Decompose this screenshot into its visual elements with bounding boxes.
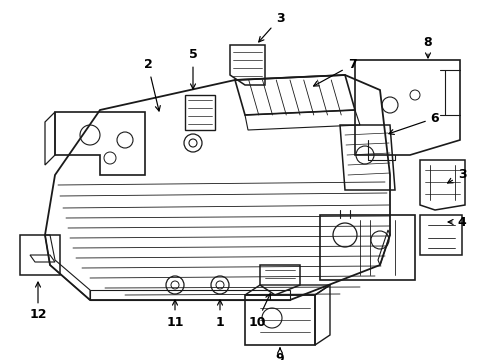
Text: 3: 3 — [447, 168, 466, 183]
Text: 6: 6 — [389, 112, 440, 134]
Text: 5: 5 — [189, 49, 197, 89]
Text: 12: 12 — [29, 282, 47, 321]
Text: 10: 10 — [248, 294, 270, 328]
Text: 2: 2 — [144, 58, 160, 111]
Text: 11: 11 — [166, 300, 184, 328]
Text: 4: 4 — [448, 216, 466, 229]
Text: 3: 3 — [259, 12, 284, 42]
Text: 1: 1 — [216, 300, 224, 328]
Text: 9: 9 — [276, 348, 284, 360]
Text: 8: 8 — [424, 36, 432, 58]
Text: 7: 7 — [314, 58, 356, 86]
